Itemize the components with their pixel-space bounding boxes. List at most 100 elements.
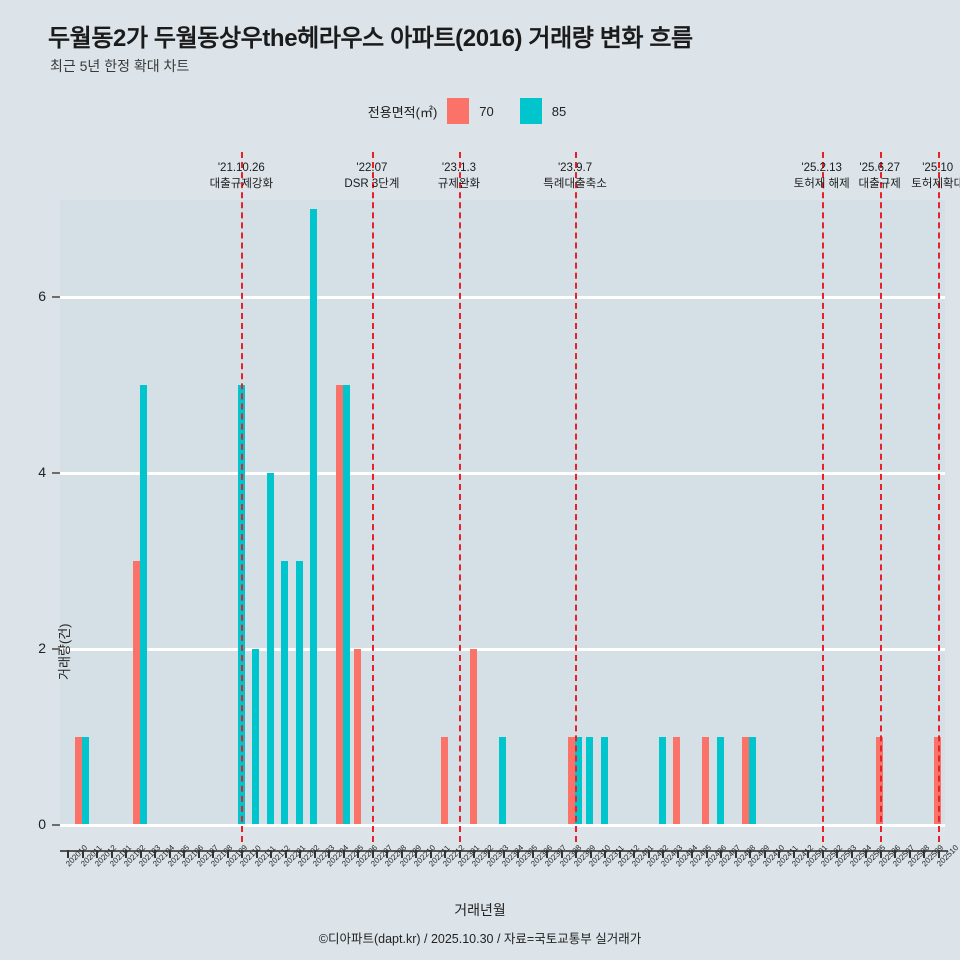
bar-85[interactable] [586,736,594,825]
bar-70[interactable] [335,384,343,825]
event-annotation-202510: '25.10 토허제확대 [911,160,960,192]
x-tick-mark [183,850,186,858]
x-tick-mark [691,850,694,858]
x-axis-title: 거래년월 [454,902,506,918]
x-tick-mark [284,850,287,858]
event-line-202502 [821,152,824,842]
bar-85[interactable] [310,208,318,825]
x-tick-mark [328,850,331,858]
bar-85[interactable] [281,560,289,825]
gridline [60,647,945,651]
x-tick-mark [633,850,636,858]
annotation-desc: 토허제 해제 [793,178,850,190]
event-line-202207 [371,152,374,842]
bar-85[interactable] [716,736,724,825]
event-annotation-202502: '25.2.13 토허제 해제 [794,160,850,192]
x-tick-mark [226,850,229,858]
bar-85[interactable] [600,736,608,825]
x-tick-mark [139,850,142,858]
y-tick-label: 0 [38,816,46,832]
bar-85[interactable] [81,736,89,825]
annotation-date: '22.07 [356,162,388,174]
x-tick-mark [371,850,374,858]
bar-70[interactable] [74,736,82,825]
bar-85[interactable] [252,648,260,825]
annotation-desc: 토허제확대 [911,178,960,190]
legend-item-70[interactable]: 70 [447,98,515,124]
x-tick-mark [299,850,302,858]
annotation-date: '21.10.26 [217,162,265,174]
y-tick-label: 2 [38,639,46,656]
bar-85[interactable] [499,736,506,825]
y-tick-mark [52,824,60,826]
x-tick-mark [836,850,839,858]
event-annotation-202309: '23.9.7 특례대출축소 [543,160,606,192]
x-tick-mark [67,850,70,858]
x-tick-mark [313,850,316,858]
x-tick-mark [575,850,578,858]
bar-70[interactable] [132,560,140,825]
x-tick-mark [792,850,795,858]
x-tick-mark [400,850,403,858]
x-tick-mark [821,850,824,858]
x-tick-mark [749,850,752,858]
plot-background [60,200,945,825]
x-tick-mark [879,850,882,858]
page-subtitle: 최근 5년 한정 확대 차트 [50,58,190,74]
zero-line [60,824,945,827]
legend-item-85[interactable]: 85 [519,98,588,124]
x-tick-mark [647,850,650,858]
bar-85[interactable] [575,736,583,825]
bar-85[interactable] [658,736,666,825]
bar-70[interactable] [673,736,681,825]
x-tick-mark [908,850,911,858]
bar-70[interactable] [440,736,448,825]
bar-85[interactable] [139,384,147,825]
x-tick-mark [212,850,215,858]
event-annotation-202207: '22.07 DSR 3단계 [344,160,399,192]
annotation-desc: DSR 3단계 [344,178,400,190]
x-tick-mark [241,850,244,858]
x-tick-mark [604,850,607,858]
annotation-desc: 대출규제 [858,178,901,190]
x-tick-mark [270,850,273,858]
bar-70[interactable] [568,736,576,825]
legend-title: 전용면적(㎡) [367,104,438,120]
event-line-202510 [937,152,940,842]
bar-70[interactable] [469,648,477,825]
annotation-date: '25.10 [922,162,954,174]
bar-85[interactable] [266,472,274,825]
bar-70[interactable] [702,736,710,825]
gridline [60,295,945,299]
annotation-date: '23.9.7 [557,162,593,174]
x-tick-mark [444,850,447,858]
annotation-desc: 규제완화 [437,178,481,190]
event-line-202110 [241,152,244,842]
x-tick-mark [894,850,897,858]
plot-area: 거래량(건) 0 2 4 6 [38,152,945,842]
x-tick-mark [96,850,99,858]
x-tick-mark [342,850,345,858]
x-tick-mark [937,850,940,858]
x-tick-mark [560,850,563,858]
x-tick-mark [386,850,389,858]
annotation-date: '23.1.3 [441,162,477,174]
bar-70[interactable] [742,736,750,825]
event-annotation-202110: '21.10.26 대출규제강화 [210,160,273,192]
x-tick-mark [618,850,621,858]
x-tick-mark [473,850,476,858]
bar-85[interactable] [295,560,303,825]
legend-label-70: 70 [479,103,494,119]
x-tick-mark [429,850,432,858]
x-tick-mark [81,850,84,858]
x-tick-mark [415,850,418,858]
event-line-202301 [458,152,461,842]
event-line-202309 [575,152,578,842]
bar-85[interactable] [342,384,350,825]
bar-85[interactable] [749,736,757,825]
x-tick-mark [487,850,490,858]
event-line-202506 [879,152,882,842]
x-tick-mark [125,850,128,858]
x-tick-mark [865,850,868,858]
bar-70[interactable] [353,648,361,825]
